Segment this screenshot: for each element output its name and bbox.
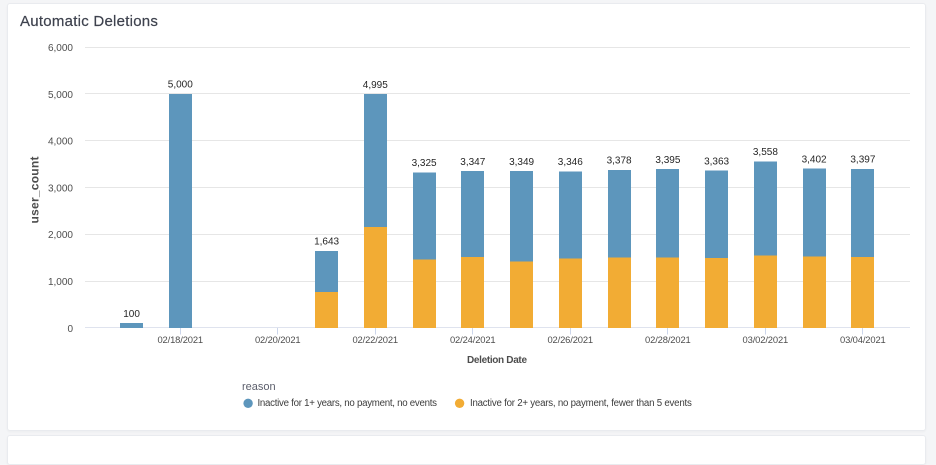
svg-text:3,346: 3,346 [558, 157, 583, 168]
svg-text:4,995: 4,995 [363, 80, 388, 91]
svg-text:reason: reason [242, 381, 276, 393]
svg-text:3,397: 3,397 [850, 155, 875, 166]
svg-text:3,000: 3,000 [48, 184, 73, 195]
svg-text:6,000: 6,000 [48, 43, 73, 54]
svg-text:3,378: 3,378 [607, 156, 632, 167]
svg-text:02/20/2021: 02/20/2021 [255, 334, 301, 345]
svg-text:5,000: 5,000 [48, 90, 73, 101]
svg-text:3,347: 3,347 [460, 157, 485, 168]
svg-text:1,000: 1,000 [48, 277, 73, 288]
svg-text:3,363: 3,363 [704, 156, 729, 167]
svg-text:Inactive for 2+ years, no paym: Inactive for 2+ years, no payment, fewer… [470, 398, 692, 409]
svg-text:3,402: 3,402 [802, 155, 827, 166]
svg-text:03/02/2021: 03/02/2021 [743, 334, 789, 345]
svg-text:02/28/2021: 02/28/2021 [645, 334, 691, 345]
svg-text:02/26/2021: 02/26/2021 [547, 334, 593, 345]
svg-text:Inactive for 1+ years, no paym: Inactive for 1+ years, no payment, no ev… [258, 398, 438, 409]
svg-text:3,325: 3,325 [412, 158, 437, 169]
svg-text:user_count: user_count [28, 157, 42, 224]
svg-text:5,000: 5,000 [168, 80, 193, 91]
svg-text:02/22/2021: 02/22/2021 [352, 334, 398, 345]
svg-text:0: 0 [67, 324, 73, 335]
svg-text:1,643: 1,643 [314, 237, 339, 248]
svg-text:03/04/2021: 03/04/2021 [840, 334, 886, 345]
svg-text:02/18/2021: 02/18/2021 [157, 334, 203, 345]
svg-text:100: 100 [123, 309, 140, 320]
svg-text:3,349: 3,349 [509, 157, 534, 168]
svg-text:4,000: 4,000 [48, 137, 73, 148]
svg-text:2,000: 2,000 [48, 230, 73, 241]
svg-text:3,395: 3,395 [655, 155, 680, 166]
svg-text:02/24/2021: 02/24/2021 [450, 334, 496, 345]
svg-text:Deletion Date: Deletion Date [467, 355, 527, 366]
svg-text:3,558: 3,558 [753, 147, 778, 158]
